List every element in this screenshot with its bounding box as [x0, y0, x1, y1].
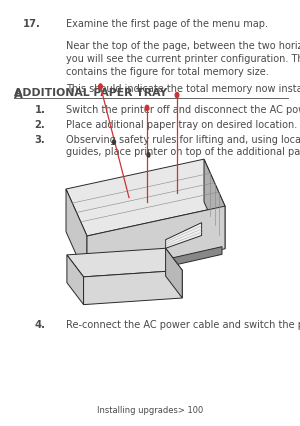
Text: Near the top of the page, between the two horizontal lines,: Near the top of the page, between the tw… — [66, 41, 300, 51]
Text: Re-connect the AC power cable and switch the printer ON.: Re-connect the AC power cable and switch… — [66, 320, 300, 329]
Text: Switch the printer off and disconnect the AC power cable.: Switch the printer off and disconnect th… — [66, 104, 300, 114]
Polygon shape — [66, 190, 87, 279]
Text: Installing upgrades> 100: Installing upgrades> 100 — [97, 405, 203, 414]
Text: Examine the first page of the menu map.: Examine the first page of the menu map. — [66, 19, 268, 29]
Circle shape — [112, 141, 116, 145]
Circle shape — [145, 106, 149, 111]
Circle shape — [147, 153, 150, 158]
Text: you will see the current printer configuration. This list: you will see the current printer configu… — [66, 54, 300, 64]
Text: contains the figure for total memory size.: contains the figure for total memory siz… — [66, 67, 269, 77]
Text: Observing safety rules for lifting and, using locating: Observing safety rules for lifting and, … — [66, 134, 300, 144]
Text: 3.: 3. — [34, 134, 45, 144]
Text: This should indicate the total memory now installed.: This should indicate the total memory no… — [66, 84, 300, 94]
Polygon shape — [67, 249, 182, 277]
Text: ADDITIONAL PAPER TRAY: ADDITIONAL PAPER TRAY — [14, 87, 167, 97]
Polygon shape — [166, 223, 202, 249]
Polygon shape — [166, 249, 182, 298]
Text: A: A — [14, 87, 22, 100]
Polygon shape — [204, 160, 225, 249]
Polygon shape — [90, 247, 222, 285]
Text: 17.: 17. — [22, 19, 40, 29]
Text: 4.: 4. — [34, 320, 46, 329]
Text: Place additional paper tray on desired location.: Place additional paper tray on desired l… — [66, 119, 297, 129]
Polygon shape — [66, 160, 225, 236]
Circle shape — [175, 93, 179, 98]
Text: 2.: 2. — [34, 119, 45, 129]
Text: guides, place printer on top of the additional paper tray.: guides, place printer on top of the addi… — [66, 147, 300, 157]
Circle shape — [99, 85, 102, 90]
Polygon shape — [67, 255, 84, 305]
Polygon shape — [87, 207, 225, 279]
Polygon shape — [84, 271, 182, 305]
Text: 1.: 1. — [34, 104, 46, 114]
